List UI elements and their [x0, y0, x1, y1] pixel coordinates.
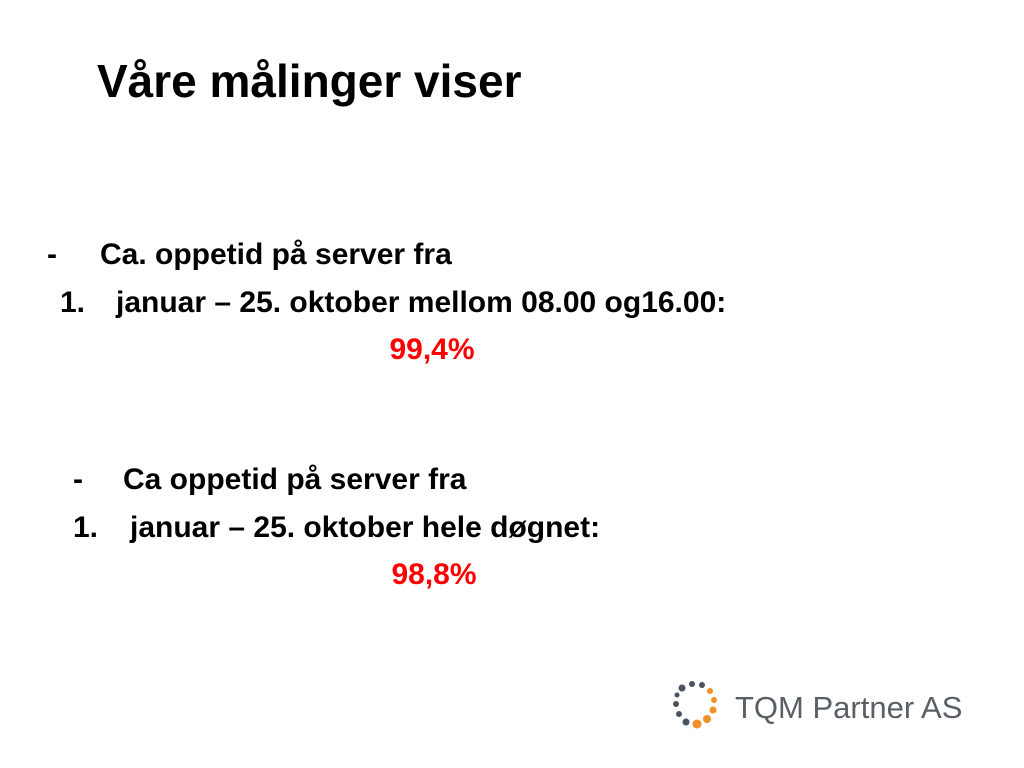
text-line: januar – 25. oktober mellom 08.00 og16.0… [116, 286, 727, 319]
text-line: januar – 25. oktober hele døgnet: [130, 511, 601, 544]
logo-icon [673, 681, 717, 729]
value: 99,4% [389, 333, 475, 366]
bullet: - [47, 238, 57, 271]
text-line: Ca oppetid på server fra [123, 463, 467, 496]
bullet: - [73, 463, 83, 496]
text-line: Ca. oppetid på server fra [100, 238, 452, 271]
title: Våre målinger viser [97, 55, 522, 107]
list-number: 1. [60, 286, 86, 319]
logo-text: TQM Partner AS [735, 690, 963, 725]
list-number: 1. [73, 511, 99, 544]
value: 98,8% [391, 558, 477, 591]
